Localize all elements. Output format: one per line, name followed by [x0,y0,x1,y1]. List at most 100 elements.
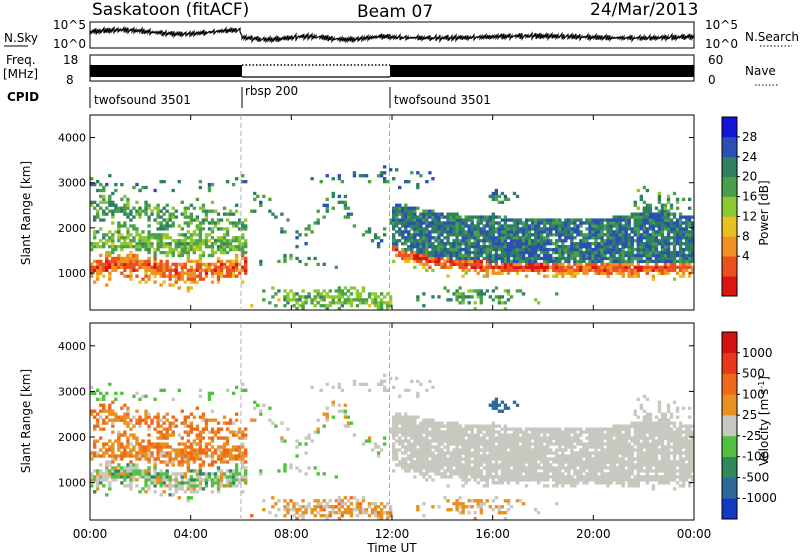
power-cell [458,253,462,258]
power-cell [253,197,257,202]
power-cell [114,245,118,249]
power-cell [313,221,317,225]
power-cell [464,271,468,275]
power-cell [446,230,450,234]
velocity-cell [361,496,366,500]
velocity-cell [485,460,489,464]
velocity-cell [334,499,338,503]
velocity-cell [434,454,438,458]
velocity-cell [494,436,499,440]
power-cell [497,233,502,237]
power-cell [476,227,480,231]
power-cell [458,265,462,269]
velocity-cell [96,439,100,443]
power-cell [555,224,559,228]
power-cell [237,218,242,222]
power-cell [678,268,683,272]
power-cell [228,242,233,246]
velocity-cell [488,460,493,464]
power-cell [476,221,480,225]
velocity-cell [401,424,405,428]
power-cell [515,242,520,246]
velocity-cell [491,475,496,479]
power-cell [512,227,517,231]
velocity-cell [123,445,127,449]
power-cell [434,253,438,258]
power-cell [494,265,499,269]
velocity-cell [509,460,514,464]
power-cell [591,221,595,225]
power-cell [681,197,686,202]
power-cell [96,274,100,278]
power-cell [455,250,459,255]
velocity-cell [316,418,320,422]
power-cell [141,239,145,243]
power-cell [464,218,468,222]
power-cell [552,221,556,225]
velocity-cell [93,490,97,494]
velocity-cell [530,442,535,446]
power-cell [207,268,212,272]
velocity-cell [515,469,520,473]
power-cell [621,256,625,261]
power-cell [503,227,508,231]
power-cell [135,256,139,261]
velocity-cell [343,409,348,413]
velocity-cell [189,445,194,449]
velocity-cell [310,511,314,515]
colorbar-tick-label: 8 [742,229,750,243]
velocity-cell [171,397,175,401]
velocity-cell [141,394,145,398]
velocity-cell [198,442,203,446]
velocity-cell [455,448,459,452]
power-cell [343,206,348,210]
velocity-cell [509,475,514,479]
velocity-cell [524,457,529,461]
power-cell [183,206,187,210]
power-cell [594,262,598,267]
velocity-cell [153,415,157,419]
power-cell [687,259,692,264]
power-cell [346,212,351,216]
power-cell [558,250,562,255]
power-cell [186,221,191,225]
velocity-cell [482,436,486,440]
velocity-cell [425,430,429,434]
power-cell [630,259,634,264]
power-cell [588,221,592,225]
power-cell [437,227,441,231]
velocity-cell [180,460,184,464]
power-cell [639,218,644,222]
power-cell [488,218,493,222]
power-cell [410,247,414,252]
power-cell [576,265,580,269]
power-cell [159,239,163,243]
power-cell [198,259,203,264]
power-cell [606,224,610,228]
power-cell [102,200,106,204]
velocity-cell [228,418,233,422]
power-cell [449,224,453,228]
velocity-cell [413,421,417,425]
velocity-cell [437,436,441,440]
power-cell [573,271,577,275]
power-cell [618,218,622,222]
velocity-cell [210,460,215,464]
velocity-cell [410,457,414,461]
power-cell [515,265,520,269]
power-cell [500,265,505,269]
power-cell [654,242,659,246]
velocity-cell [388,511,393,515]
power-cell [283,253,287,258]
power-cell [684,239,689,243]
power-cell [373,295,378,299]
power-cell [461,221,465,225]
power-cell [346,298,351,302]
velocity-cell [129,454,133,458]
velocity-cell [343,403,348,407]
velocity-cell [198,439,203,443]
velocity-cell [431,505,435,509]
power-cell [663,236,668,240]
power-cell [413,212,417,216]
